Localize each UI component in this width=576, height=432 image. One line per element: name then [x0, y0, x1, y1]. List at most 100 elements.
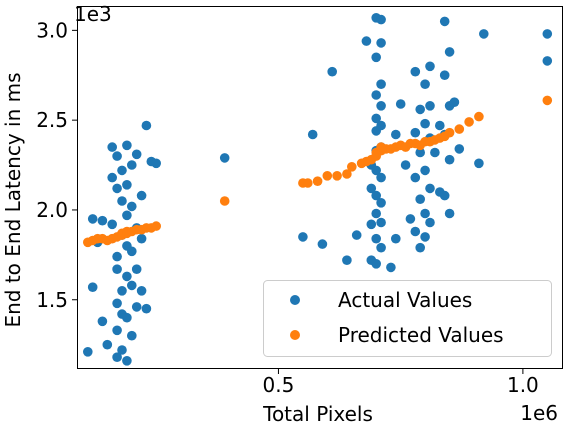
- scatter-point: [122, 180, 132, 190]
- scatter-point: [454, 144, 465, 154]
- scatter-point: [317, 239, 328, 249]
- scatter-point: [342, 169, 352, 179]
- scatter-point: [107, 142, 117, 152]
- scatter-point: [122, 312, 132, 323]
- scatter-point: [410, 226, 421, 237]
- x-tick-label: 1.0: [507, 373, 539, 397]
- scatter-point: [122, 271, 132, 282]
- y-tick-label: 1.5: [36, 288, 68, 312]
- scatter-point: [303, 178, 313, 188]
- scatter-point: [342, 255, 352, 265]
- scatter-point: [420, 232, 430, 242]
- scatter-point: [542, 95, 553, 106]
- scatter-point: [131, 302, 142, 312]
- scatter-point: [542, 56, 553, 66]
- scatter-point: [127, 330, 137, 341]
- scatter-point: [371, 90, 382, 100]
- scatter-point: [425, 61, 435, 72]
- scatter-point: [371, 190, 382, 201]
- scatter-point: [410, 127, 421, 138]
- scatter-point: [136, 190, 147, 201]
- scatter-point: [391, 129, 401, 140]
- scatter-point: [112, 298, 122, 309]
- scatter-point: [83, 347, 93, 357]
- scatter-point: [449, 97, 460, 107]
- scatter-point: [371, 233, 382, 244]
- scatter-point: [298, 232, 308, 242]
- legend-marker-actual: [290, 295, 300, 305]
- ticks-layer: 0.5 1.0 1.5 2.0 2.5 3.0: [36, 18, 539, 397]
- y-axis-title: End to End Latency in ms: [1, 72, 25, 327]
- scatter-point: [376, 38, 386, 48]
- scatter-point: [87, 214, 98, 224]
- y-tick-label: 3.0: [36, 18, 68, 42]
- scatter-point: [376, 101, 386, 111]
- scatter-point: [395, 99, 406, 109]
- scatter-point: [122, 140, 132, 151]
- scatter-point: [102, 339, 113, 350]
- scatter-point: [107, 172, 117, 183]
- scatter-point: [376, 120, 386, 131]
- scatter-point: [141, 120, 152, 131]
- scatter-point: [420, 208, 430, 219]
- scatter-point: [420, 79, 430, 89]
- scatter-point: [122, 210, 132, 221]
- scatter-point: [131, 264, 142, 275]
- scatter-point: [322, 171, 333, 181]
- scatter-point: [439, 16, 450, 27]
- scatter-point: [112, 325, 122, 336]
- scatter-point: [444, 47, 455, 57]
- legend-label-predicted: Predicted Values: [338, 323, 504, 347]
- scatter-point: [542, 29, 553, 39]
- points-layer: [83, 12, 553, 366]
- scatter-point: [117, 165, 127, 176]
- scatter-point: [444, 208, 455, 219]
- scatter-point: [386, 262, 396, 273]
- series-0: [83, 12, 553, 366]
- scatter-point: [131, 149, 142, 160]
- scatter-point: [371, 208, 382, 219]
- legend: Actual Values Predicted Values: [263, 280, 552, 357]
- scatter-point: [474, 158, 484, 169]
- scatter-point: [479, 29, 489, 39]
- scatter-point: [376, 198, 386, 208]
- scatter-point: [454, 124, 465, 134]
- scatter-point: [351, 230, 362, 240]
- scatter-point: [371, 259, 382, 269]
- scatter-point: [366, 183, 377, 194]
- scatter-point: [376, 242, 386, 253]
- scatter-point: [347, 162, 357, 172]
- scatter-point: [312, 176, 323, 186]
- scatter-point: [464, 117, 474, 127]
- scatter-point: [136, 286, 147, 296]
- scatter-point: [371, 113, 382, 124]
- scatter-point: [415, 104, 426, 115]
- scatter-point: [332, 171, 342, 181]
- legend-box: [263, 280, 552, 357]
- scatter-point: [97, 316, 108, 327]
- scatter-point: [444, 154, 455, 165]
- scatter-point: [410, 66, 421, 77]
- scatter-point: [136, 233, 147, 244]
- y-tick-label: 2.5: [36, 108, 68, 132]
- scatter-point: [87, 282, 98, 293]
- scatter-point: [112, 183, 122, 194]
- scatter-point: [107, 219, 117, 230]
- scatter-point: [400, 160, 411, 170]
- scatter-point: [219, 196, 230, 206]
- scatter-point: [415, 147, 426, 158]
- scatter-point: [376, 172, 386, 183]
- y-tick-label: 2.0: [36, 198, 68, 222]
- x-tick-label: 0.5: [263, 373, 295, 397]
- scatter-point: [474, 111, 484, 122]
- scatter-point: [425, 183, 435, 194]
- scatter-point: [112, 352, 122, 363]
- scatter-point: [127, 160, 137, 170]
- scatter-point: [439, 70, 450, 80]
- scatter-point: [112, 264, 122, 275]
- scatter-point: [410, 172, 421, 183]
- x-offset-label: 1e6: [520, 401, 558, 425]
- scatter-point: [391, 233, 401, 244]
- legend-marker-predicted: [290, 330, 300, 340]
